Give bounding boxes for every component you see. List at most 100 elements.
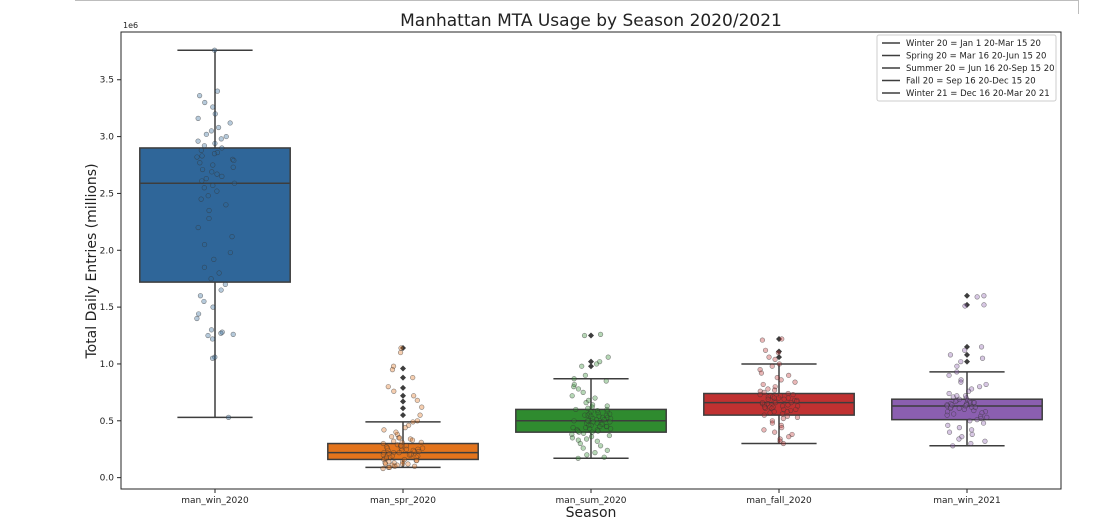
data-point-man-sum-2020 [608,426,614,432]
data-point-man-win-2020 [201,143,208,149]
data-point-man-win-2021 [969,427,975,433]
data-point-man-spr-2020 [411,393,417,399]
legend: Winter 20 = Jan 1 20-Mar 15 20 Spring 20 … [876,34,1057,102]
data-point-man-win-2020 [218,136,224,142]
data-point-man-fall-2020 [767,410,773,416]
data-point-man-win-2020 [225,414,232,420]
data-point-man-win-2021 [968,440,974,447]
data-point-man-win-2021 [947,352,954,358]
data-point-man-win-2020 [218,330,224,336]
data-point-man-win-2021 [976,384,983,390]
data-point-man-fall-2020 [775,349,781,356]
data-point-man-win-2021 [971,400,977,406]
data-point-man-fall-2020 [766,354,772,360]
data-point-man-win-2021 [962,303,968,309]
data-point-man-fall-2020 [781,396,787,402]
x-tick-label: man_win_2020 [181,496,249,506]
data-point-man-sum-2020 [589,429,595,435]
data-point-man-win-2021 [961,406,967,413]
data-point-man-sum-2020 [588,434,595,440]
data-point-man-sum-2020 [595,428,601,434]
data-point-man-fall-2020 [761,427,767,433]
data-point-man-win-2021 [974,294,980,300]
data-point-man-sum-2020 [573,406,579,413]
data-point-man-sum-2020 [575,455,581,461]
data-point-man-win-2020 [214,171,220,177]
outlier-man-spr-2020 [400,398,406,405]
data-point-man-sum-2020 [580,430,587,436]
data-point-man-sum-2020 [607,419,613,425]
data-point-man-win-2020 [231,157,237,164]
y-tick-label: 1.5 [100,303,114,313]
data-point-man-fall-2020 [762,404,768,410]
data-point-man-fall-2020 [785,390,791,397]
data-point-man-fall-2020 [772,356,778,363]
data-point-man-win-2021 [949,402,955,408]
data-point-man-win-2020 [201,298,207,305]
data-point-man-fall-2020 [759,400,766,406]
data-point-man-win-2020 [214,88,221,94]
data-point-man-spr-2020 [412,463,418,469]
data-point-man-spr-2020 [391,388,397,394]
data-point-man-spr-2020 [389,434,395,440]
data-point-man-win-2020 [203,131,209,137]
data-point-man-fall-2020 [772,387,778,393]
data-point-man-win-2020 [223,133,229,140]
outlier-man-spr-2020 [400,345,406,352]
data-point-man-win-2021 [982,438,988,444]
outlier-man-spr-2020 [400,412,406,419]
y-tick-label: 3.5 [100,76,114,86]
data-point-man-win-2020 [208,276,214,282]
data-point-man-win-2020 [212,47,218,53]
data-point-man-sum-2020 [571,384,577,390]
data-point-man-win-2020 [230,331,236,337]
data-point-man-sum-2020 [592,395,598,401]
data-point-man-win-2020 [206,207,212,214]
data-point-man-spr-2020 [380,452,386,458]
data-point-man-win-2021 [954,369,960,375]
data-point-man-spr-2020 [380,440,386,447]
data-point-man-win-2021 [945,422,951,428]
data-point-man-win-2020 [222,281,228,287]
outlier-man-spr-2020 [400,384,406,391]
outlier-man-win-2021 [964,358,970,365]
data-point-man-win-2020 [219,173,225,179]
data-point-man-fall-2020 [765,396,771,402]
data-point-man-fall-2020 [786,434,792,440]
data-point-man-spr-2020 [408,452,414,458]
data-point-man-sum-2020 [589,404,595,410]
y-tick-label: 2.5 [100,189,114,199]
data-point-man-win-2020 [208,327,215,333]
data-point-man-fall-2020 [779,336,785,342]
outlier-man-spr-2020 [400,392,406,399]
data-point-man-win-2020 [210,162,216,168]
data-point-man-fall-2020 [785,402,791,408]
box-man-fall-2020 [703,392,855,416]
data-point-man-sum-2020 [570,425,576,431]
data-point-man-win-2020 [216,270,222,276]
data-point-man-win-2021 [978,415,984,422]
data-point-man-win-2021 [978,344,985,350]
data-point-man-win-2021 [956,425,962,431]
data-point-man-sum-2020 [592,450,598,456]
x-axis-label: Season [566,505,617,521]
data-point-man-fall-2020 [780,415,786,422]
data-point-man-win-2020 [201,241,208,248]
data-point-man-win-2020 [209,336,216,342]
plot-content: 0.0 0.5 1.0 1.5 2.0 2.5 3.0 3.5 man_win_2020 man_… [100,47,1043,506]
data-point-man-spr-2020 [420,445,426,451]
data-point-man-win-2020 [218,287,224,293]
data-point-man-spr-2020 [414,418,421,424]
data-point-man-sum-2020 [585,405,591,411]
outlier-man-spr-2020 [400,374,406,381]
data-point-man-fall-2020 [771,409,777,415]
data-point-man-spr-2020 [392,463,398,469]
data-point-man-sum-2020 [606,432,612,439]
data-point-man-win-2020 [229,234,235,240]
data-point-man-win-2020 [227,249,233,256]
data-point-man-win-2020 [211,256,217,262]
data-point-man-win-2020 [231,180,238,186]
data-point-man-win-2020 [208,128,215,134]
data-point-man-spr-2020 [410,419,416,425]
data-point-man-sum-2020 [605,354,611,360]
